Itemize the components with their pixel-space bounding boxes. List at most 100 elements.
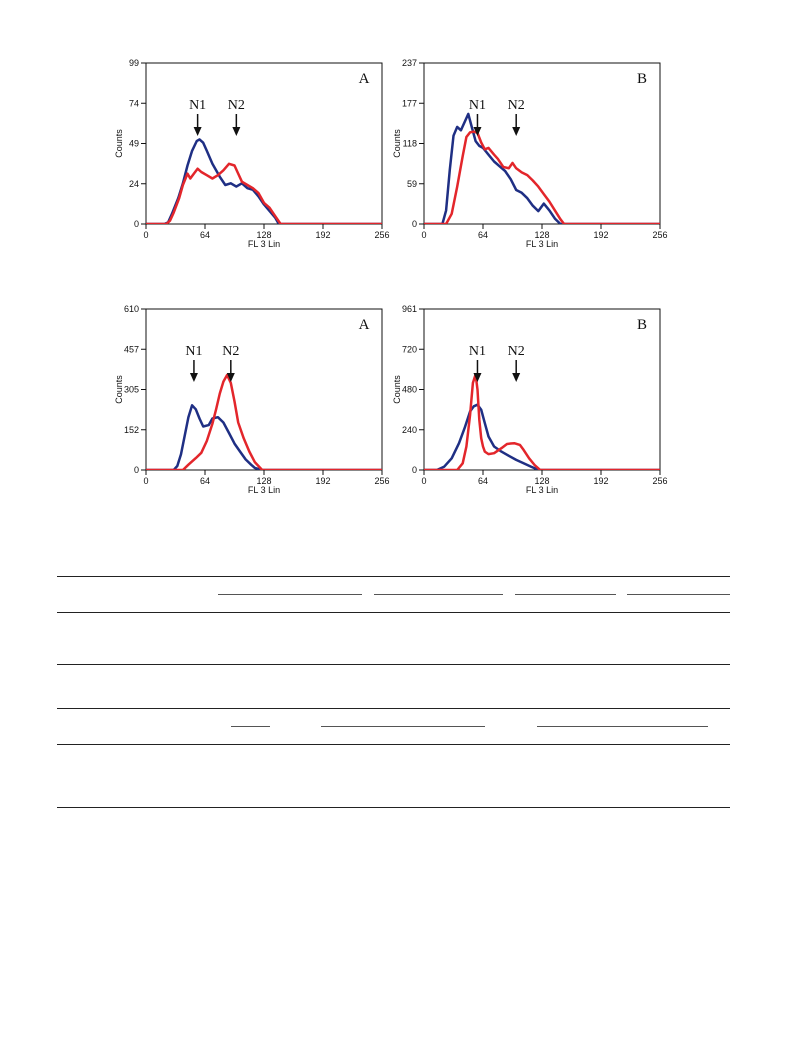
x-tick-label: 0	[421, 230, 426, 240]
x-tick-label: 256	[652, 230, 667, 240]
x-tick-label: 64	[478, 476, 488, 486]
panel-letter: B	[637, 71, 647, 87]
x-tick-label: 64	[200, 230, 210, 240]
peak-annotation-label: N2	[508, 98, 525, 113]
peak-annotation-label: N2	[228, 98, 245, 113]
x-tick-label: 128	[256, 476, 271, 486]
y-tick-label: 74	[129, 98, 139, 108]
histogram-chart-a-bottom: 0 64 128 192 256 0 152 305 457 610 FL 3 Lin Counts A…	[110, 301, 390, 506]
x-axis-label: FL 3 Lin	[248, 485, 280, 495]
y-axis-label: Counts	[392, 129, 402, 158]
series-line-blue	[424, 112, 660, 224]
y-tick-label: 237	[402, 58, 417, 68]
y-tick-label: 240	[402, 425, 417, 435]
x-tick-label: 0	[143, 476, 148, 486]
x-tick-label: 128	[534, 476, 549, 486]
plot-frame	[423, 308, 661, 471]
arrowhead	[232, 127, 241, 136]
x-tick-label: 0	[421, 476, 426, 486]
table-2-header-group-rule-3	[537, 726, 708, 727]
x-tick-label: 192	[593, 476, 608, 486]
y-tick-label: 0	[134, 219, 139, 229]
table-2-bottom-rule	[57, 807, 730, 808]
y-tick-label: 152	[124, 425, 139, 435]
series-line-red	[424, 130, 660, 224]
peak-annotation-label: N1	[469, 98, 486, 113]
series-line-blue	[146, 404, 382, 470]
histogram-chart-b-top: 0 64 128 192 256 0 59 118 177 237 FL 3 Lin Counts B N…	[388, 55, 668, 260]
panel-letter: A	[359, 317, 370, 333]
table-2-header-bottom-rule	[57, 744, 730, 745]
table-2-top-rule	[57, 708, 730, 709]
histogram-chart-b-bottom: 0 64 128 192 256 0 240 480 720 961 FL 3 Lin Counts B…	[388, 301, 668, 506]
chart-svg: 0 64 128 192 256 0 59 118 177 237 FL 3 Lin Counts B N…	[392, 58, 668, 249]
x-tick-label: 128	[256, 230, 271, 240]
table-1-header-bottom-rule	[57, 612, 730, 613]
x-tick-label: 256	[374, 476, 389, 486]
y-tick-label: 720	[402, 344, 417, 354]
peak-annotation-label: N1	[185, 344, 202, 359]
arrowhead	[512, 373, 521, 382]
table-2-header-group-rule-1	[231, 726, 270, 727]
chart-svg: 0 64 128 192 256 0 152 305 457 610 FL 3 Lin Counts A…	[114, 304, 390, 495]
plot-frame	[423, 62, 661, 225]
series-line-red	[424, 373, 660, 470]
x-axis-label: FL 3 Lin	[526, 485, 558, 495]
y-axis-label: Counts	[392, 375, 402, 404]
arrowhead	[512, 127, 521, 136]
arrowhead	[193, 127, 202, 136]
y-tick-label: 961	[402, 304, 417, 314]
chart-svg: 0 64 128 192 256 0 240 480 720 961 FL 3 Lin Counts B…	[392, 304, 668, 495]
y-tick-label: 24	[129, 179, 139, 189]
panel-letter: B	[637, 317, 647, 333]
y-tick-label: 0	[134, 465, 139, 475]
y-tick-label: 480	[402, 385, 417, 395]
series-line-blue	[424, 403, 660, 470]
x-tick-label: 0	[143, 230, 148, 240]
table-1-top-rule	[57, 576, 730, 577]
panel-letter: A	[359, 71, 370, 87]
arrowhead	[226, 373, 235, 382]
series-line-red	[146, 162, 382, 224]
x-tick-label: 64	[478, 230, 488, 240]
y-tick-label: 99	[129, 58, 139, 68]
y-tick-label: 457	[124, 344, 139, 354]
histogram-chart-a-top: 0 64 128 192 256 0 24 49 74 99 FL 3 Lin Counts A N1 N2	[110, 55, 390, 260]
series-line-blue	[146, 138, 382, 224]
table-2-header-group-rule-2	[321, 726, 485, 727]
y-axis-label: Counts	[114, 129, 124, 158]
series-line-red	[146, 373, 382, 470]
x-tick-label: 256	[652, 476, 667, 486]
arrowhead	[473, 373, 482, 382]
peak-annotation-label: N1	[189, 98, 206, 113]
y-tick-label: 0	[412, 219, 417, 229]
chart-svg: 0 64 128 192 256 0 24 49 74 99 FL 3 Lin Counts A N1 N2	[114, 58, 390, 249]
y-tick-label: 118	[403, 139, 417, 149]
x-tick-label: 64	[200, 476, 210, 486]
arrowhead	[189, 373, 198, 382]
x-tick-label: 192	[593, 230, 608, 240]
y-tick-label: 49	[129, 139, 139, 149]
x-tick-label: 256	[374, 230, 389, 240]
x-axis-label: FL 3 Lin	[248, 239, 280, 249]
x-axis-label: FL 3 Lin	[526, 239, 558, 249]
x-tick-label: 128	[534, 230, 549, 240]
plot-frame	[145, 62, 383, 225]
table-1-header-group-rule-3	[515, 594, 616, 595]
table-1-header-group-rule-4	[627, 594, 730, 595]
arrowhead	[473, 127, 482, 136]
x-tick-label: 192	[315, 476, 330, 486]
peak-annotation-label: N2	[508, 344, 525, 359]
table-1-header-group-rule-1	[218, 594, 362, 595]
x-tick-label: 192	[315, 230, 330, 240]
peak-annotation-label: N1	[469, 344, 486, 359]
y-tick-label: 0	[412, 465, 417, 475]
peak-annotation-label: N2	[222, 344, 239, 359]
y-tick-label: 177	[402, 98, 417, 108]
table-1-bottom-rule	[57, 664, 730, 665]
y-tick-label: 305	[124, 385, 139, 395]
y-tick-label: 610	[124, 304, 139, 314]
y-axis-label: Counts	[114, 375, 124, 404]
y-tick-label: 59	[407, 179, 417, 189]
table-1-header-group-rule-2	[374, 594, 503, 595]
